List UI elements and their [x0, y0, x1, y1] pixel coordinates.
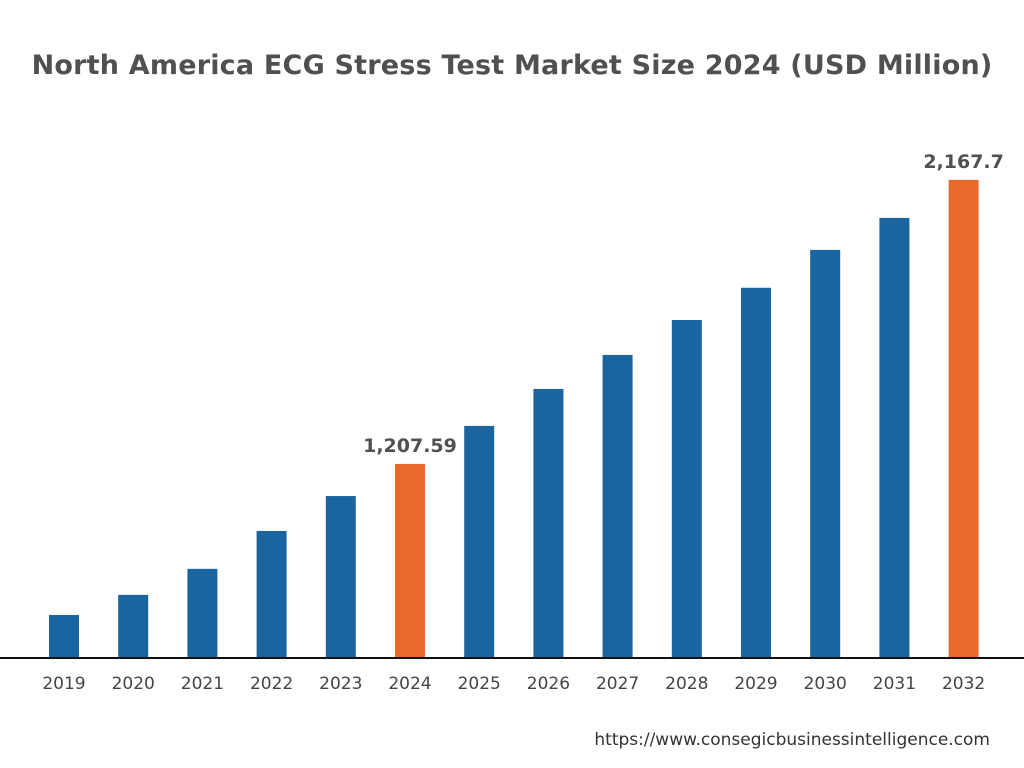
source-url[interactable]: https://www.consegicbusinessintelligence…	[594, 730, 990, 750]
x-tick-2031: 2031	[873, 674, 916, 694]
bar-2024	[395, 463, 425, 657]
x-tick-2024: 2024	[388, 674, 431, 694]
chart-title: North America ECG Stress Test Market Siz…	[31, 50, 993, 81]
data-label-2024: 1,207.59	[363, 435, 457, 457]
bar-2030	[810, 249, 841, 657]
x-tick-2028: 2028	[665, 674, 708, 694]
bar-2021	[187, 568, 218, 657]
x-tick-2029: 2029	[734, 674, 777, 694]
x-tick-2026: 2026	[527, 674, 570, 694]
data-label-2032: 2,167.7	[923, 151, 1004, 173]
bar-2019	[49, 614, 79, 657]
bar-2023	[325, 496, 356, 657]
x-tick-2019: 2019	[42, 674, 85, 694]
bar-2022	[256, 530, 287, 657]
x-tick-2020: 2020	[112, 674, 155, 694]
bar-2020	[118, 594, 149, 657]
x-tick-2032: 2032	[942, 674, 985, 694]
x-tick-2027: 2027	[596, 674, 639, 694]
x-tick-2022: 2022	[250, 674, 293, 694]
x-tick-2021: 2021	[181, 674, 224, 694]
bar-2025	[464, 425, 495, 657]
bar-2027	[602, 354, 633, 657]
bar-2026	[533, 388, 564, 657]
bar-2031	[879, 217, 910, 657]
bar-2028	[671, 320, 702, 657]
bar-2029	[741, 287, 771, 657]
x-tick-2025: 2025	[458, 674, 501, 694]
x-tick-2023: 2023	[319, 674, 362, 694]
bar-2032	[948, 179, 979, 657]
x-tick-2030: 2030	[804, 674, 847, 694]
